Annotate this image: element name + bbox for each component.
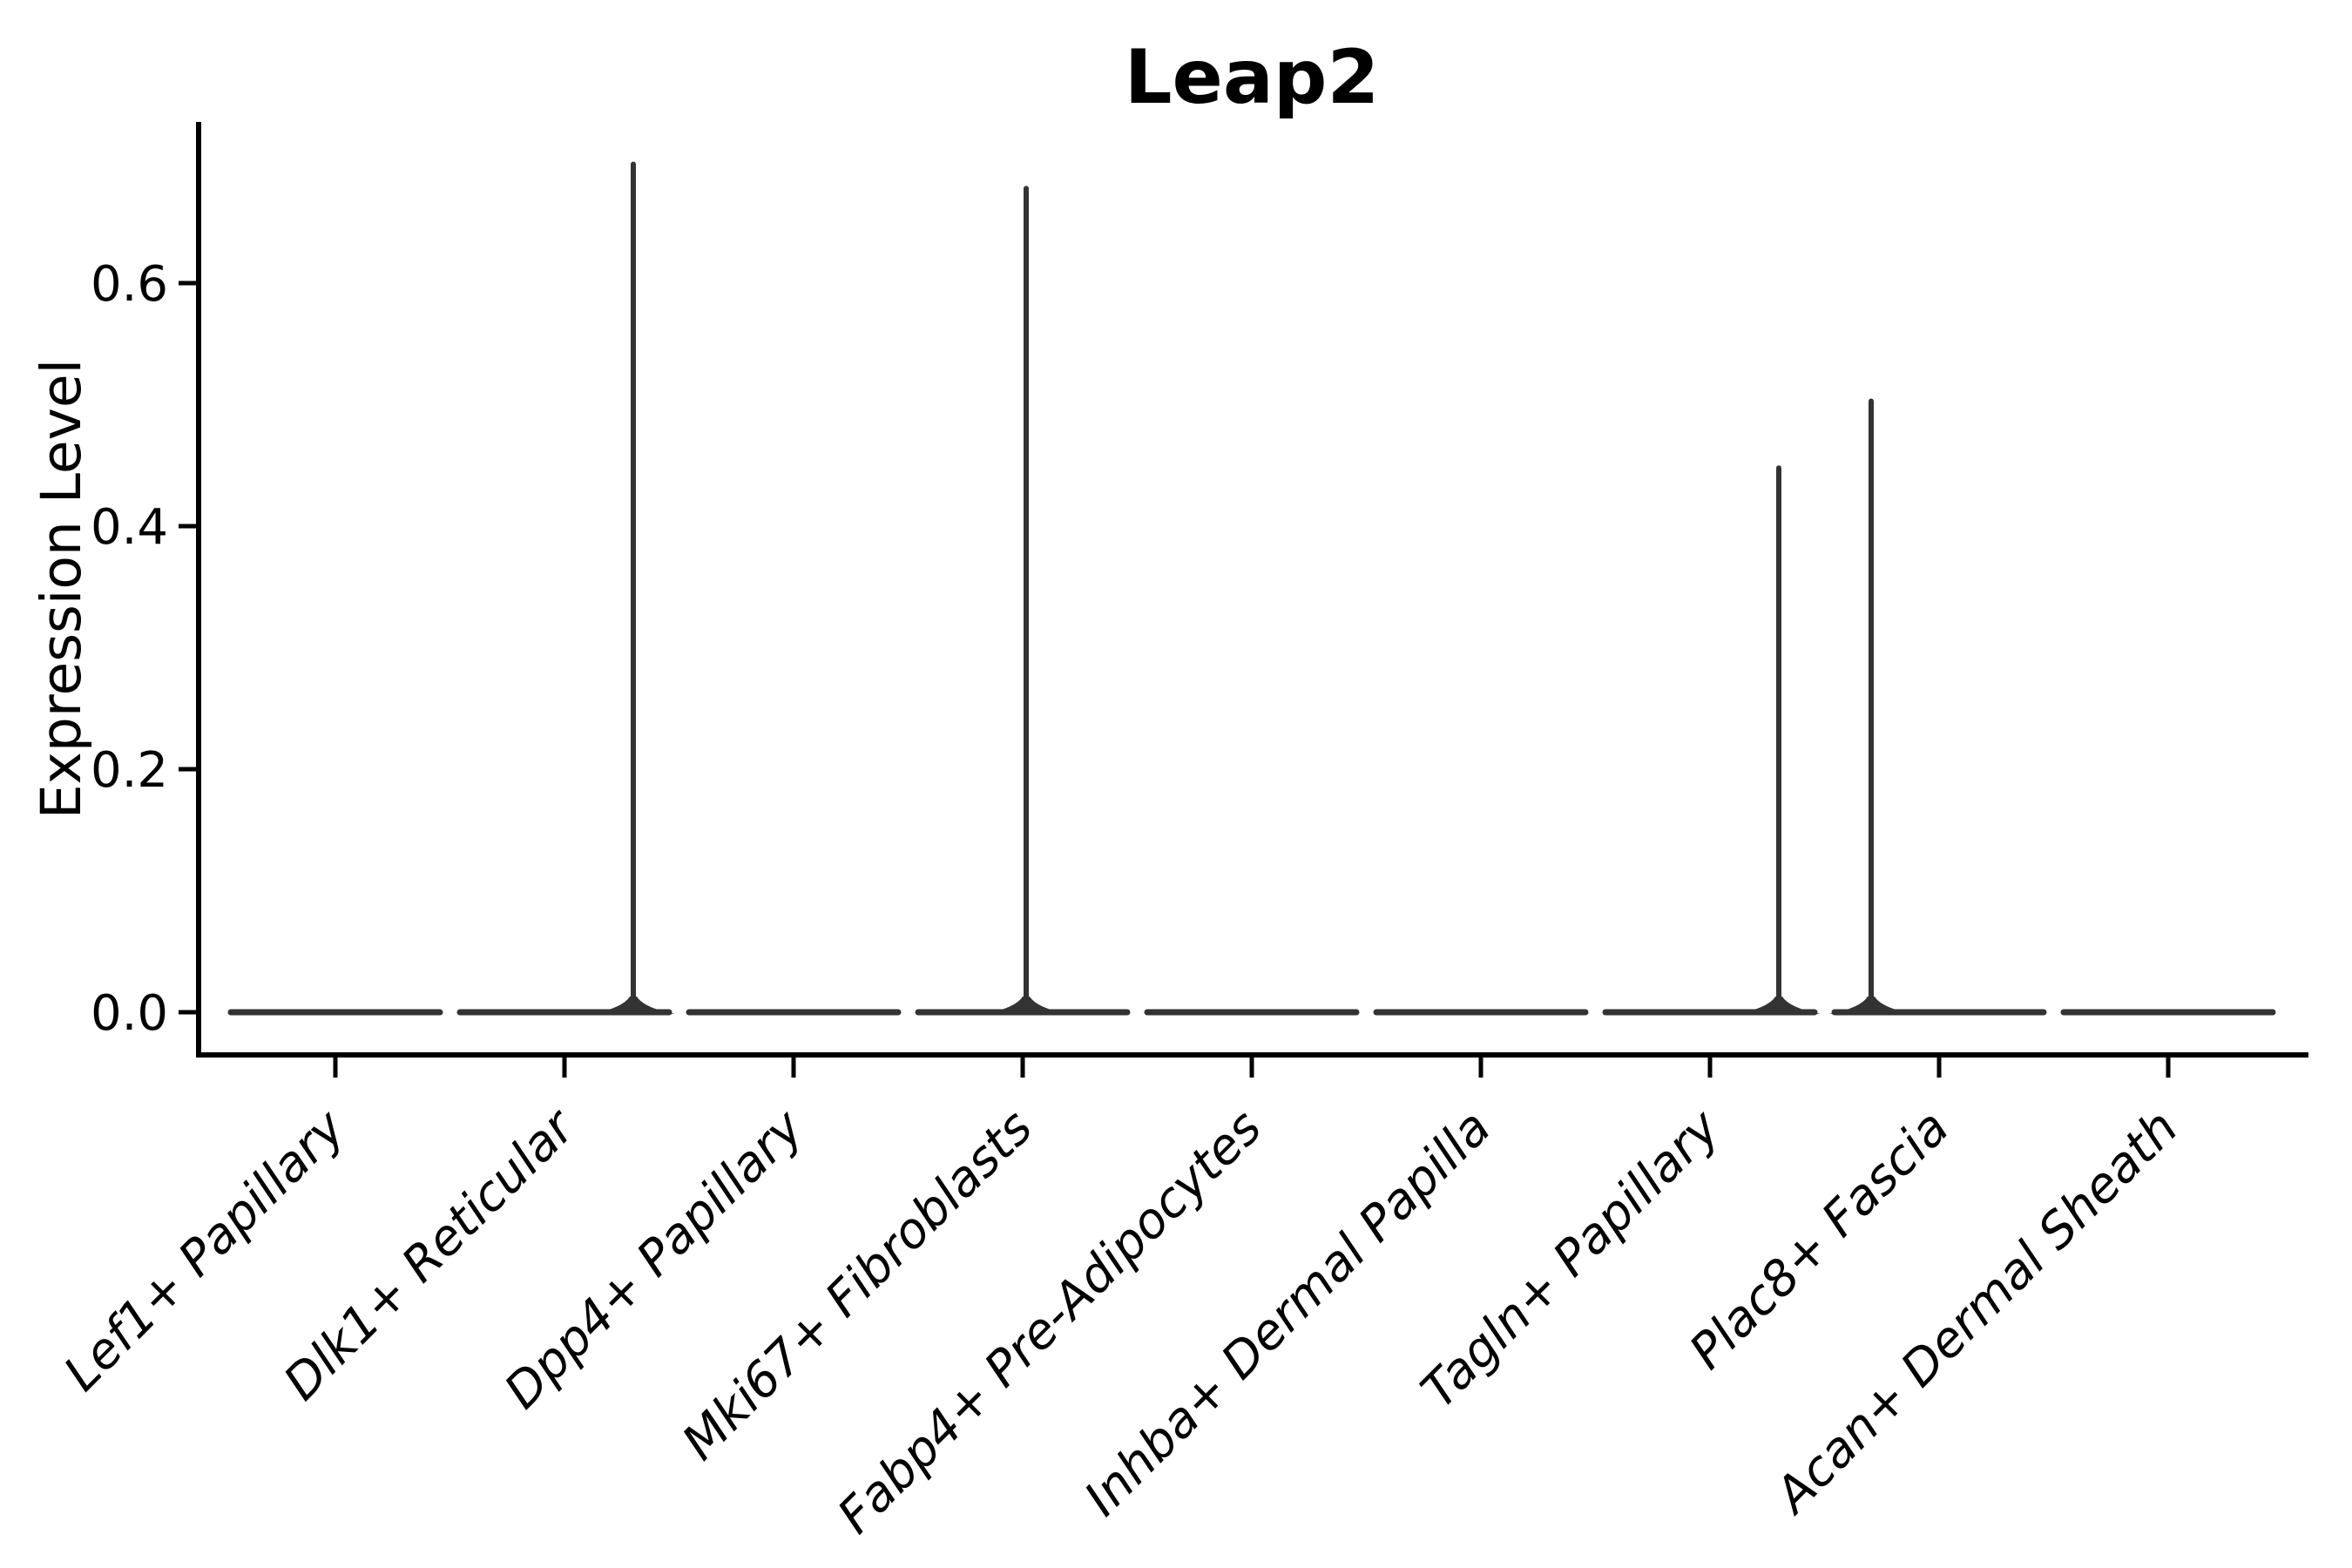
chart-title: Leap2: [1125, 34, 1380, 121]
y-axis-label: Expression Level: [30, 359, 93, 819]
y-tick-label-0.4: 0.4: [91, 499, 168, 556]
violin-dlk1-reticular: [456, 161, 675, 1016]
violin-tagln-papillary: [1602, 465, 1821, 1016]
axes-layer: [196, 122, 2308, 1058]
violin-plac8-fascia: [1829, 398, 2047, 1016]
violin-mki67-fibroblasts: [915, 186, 1131, 1016]
violins-layer: [227, 161, 2276, 1016]
y-tick-label-0.0: 0.0: [91, 985, 168, 1042]
y-tick-label-0.2: 0.2: [91, 742, 168, 799]
y-tick-label-0.6: 0.6: [91, 256, 168, 313]
